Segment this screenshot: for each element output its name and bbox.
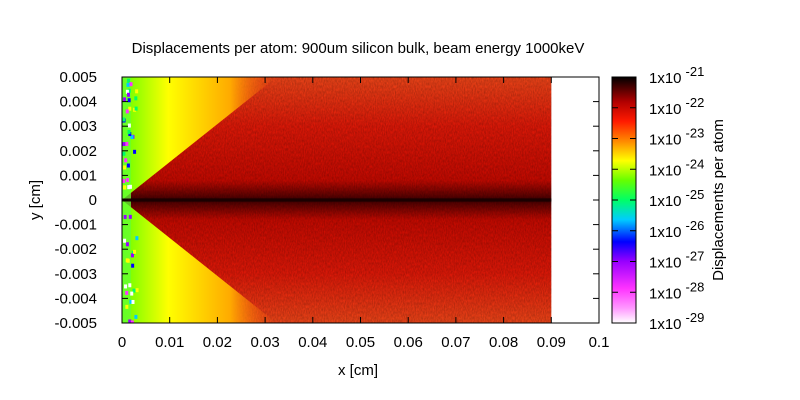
x-tick-label: 0.07 (441, 334, 470, 351)
edge-speckle (124, 158, 128, 163)
x-tick-label: 0.05 (346, 334, 375, 351)
edge-speckle (127, 185, 131, 190)
colorbar-label: Displacements per atom (710, 119, 727, 281)
edge-speckle (123, 214, 127, 219)
edge-speckle (125, 178, 129, 183)
edge-speckle (132, 288, 136, 293)
edge-speckle (122, 142, 126, 147)
edge-speckle (122, 179, 126, 184)
x-tick-label: 0.1 (589, 334, 610, 351)
edge-speckle (126, 82, 130, 87)
edge-speckle (125, 141, 129, 146)
heatmap-area (122, 77, 552, 323)
edge-speckle (134, 96, 138, 101)
edge-speckle (126, 258, 130, 263)
edge-speckle (127, 78, 131, 83)
x-tick-label: 0.01 (155, 334, 184, 351)
x-tick-label: 0.03 (250, 334, 279, 351)
colorbar-tick-label: 1x10 -29 (649, 310, 704, 333)
y-tick-label: 0.003 (59, 118, 97, 135)
low-dose-region-top (122, 77, 277, 200)
edge-speckle (130, 135, 134, 140)
edge-speckle (128, 319, 132, 323)
edge-speckle (128, 184, 132, 189)
y-tick-label: 0.004 (59, 94, 97, 111)
edge-speckle (126, 163, 130, 168)
edge-speckle (125, 109, 129, 114)
y-tick-label: -0.001 (54, 217, 97, 234)
edge-speckle (135, 236, 139, 241)
colorbar-tick-label: 1x10 -25 (649, 187, 704, 210)
edge-speckle (135, 89, 139, 94)
y-tick-label: -0.005 (54, 315, 97, 332)
edge-speckle (122, 97, 126, 102)
edge-speckle (127, 88, 131, 93)
edge-speckle (130, 253, 134, 258)
x-tick-label: 0.09 (537, 334, 566, 351)
x-axis-label: x [cm] (338, 362, 378, 379)
y-tick-label: 0.001 (59, 167, 97, 184)
x-tick-label: 0.02 (203, 334, 232, 351)
edge-speckle (125, 242, 129, 247)
edge-speckle (133, 149, 137, 154)
y-tick-label: 0.005 (59, 69, 97, 86)
edge-speckle (127, 123, 131, 128)
edge-speckle (128, 132, 132, 137)
edge-speckle (123, 238, 127, 243)
edge-speckle (122, 151, 126, 156)
edge-speckle (129, 82, 133, 87)
edge-speckle (129, 299, 133, 304)
edge-speckle (124, 284, 128, 289)
y-tick-label: 0 (89, 192, 97, 209)
edge-speckle (126, 92, 130, 97)
edge-speckle (125, 89, 129, 94)
edge-speckle (128, 214, 132, 219)
y-tick-label: -0.002 (54, 241, 97, 258)
colorbar-tick-label: 1x10 -23 (649, 126, 704, 149)
x-tick-label: 0.04 (298, 334, 327, 351)
edge-speckle (134, 314, 138, 319)
edge-speckle (131, 263, 135, 268)
colorbar-tick-label: 1x10 -24 (649, 156, 704, 179)
edge-speckle (122, 117, 126, 122)
x-axis-ticks: 0 0.01 0.02 0.03 0.04 0.05 0.06 0.07 0.08 0.09 0.1 (118, 77, 610, 351)
x-tick-label: 0.06 (394, 334, 423, 351)
y-tick-label: -0.004 (54, 290, 97, 307)
colorbar-tick-label: 1x10 -26 (649, 218, 704, 241)
edge-speckle (130, 320, 134, 323)
edge-speckle (135, 288, 139, 293)
x-tick-label: 0.08 (489, 334, 518, 351)
edge-speckle (125, 290, 129, 295)
edge-speckle (134, 106, 138, 111)
y-tick-label: 0.002 (59, 143, 97, 160)
edge-speckles (122, 78, 139, 323)
edge-speckle (128, 106, 132, 111)
x-tick-label: 0 (118, 334, 126, 351)
chart-title: Displacements per atom: 900um silicon bu… (132, 40, 585, 57)
edge-speckle (127, 98, 131, 103)
edge-speckle (123, 165, 127, 170)
edge-speckle (125, 304, 129, 309)
edge-speckle (128, 283, 132, 288)
y-tick-label: -0.003 (54, 266, 97, 283)
edge-speckle (130, 291, 134, 296)
edge-speckle (131, 299, 135, 304)
low-dose-region-bottom (122, 200, 277, 323)
colorbar-tick-label: 1x10 -21 (649, 64, 704, 87)
colorbar-tick-label: 1x10 -28 (649, 279, 704, 302)
colorbar-tick-label: 1x10 -22 (649, 95, 704, 118)
colorbar-tick-label: 1x10 -27 (649, 249, 704, 272)
y-axis-label: y [cm] (27, 180, 44, 220)
edge-speckle (127, 129, 131, 134)
y-axis-ticks: 0.005 0.004 0.003 0.002 0.001 0 -0.001 -0.002 -0… (54, 69, 599, 332)
edge-speckle (133, 249, 137, 254)
edge-speckle (123, 185, 127, 190)
